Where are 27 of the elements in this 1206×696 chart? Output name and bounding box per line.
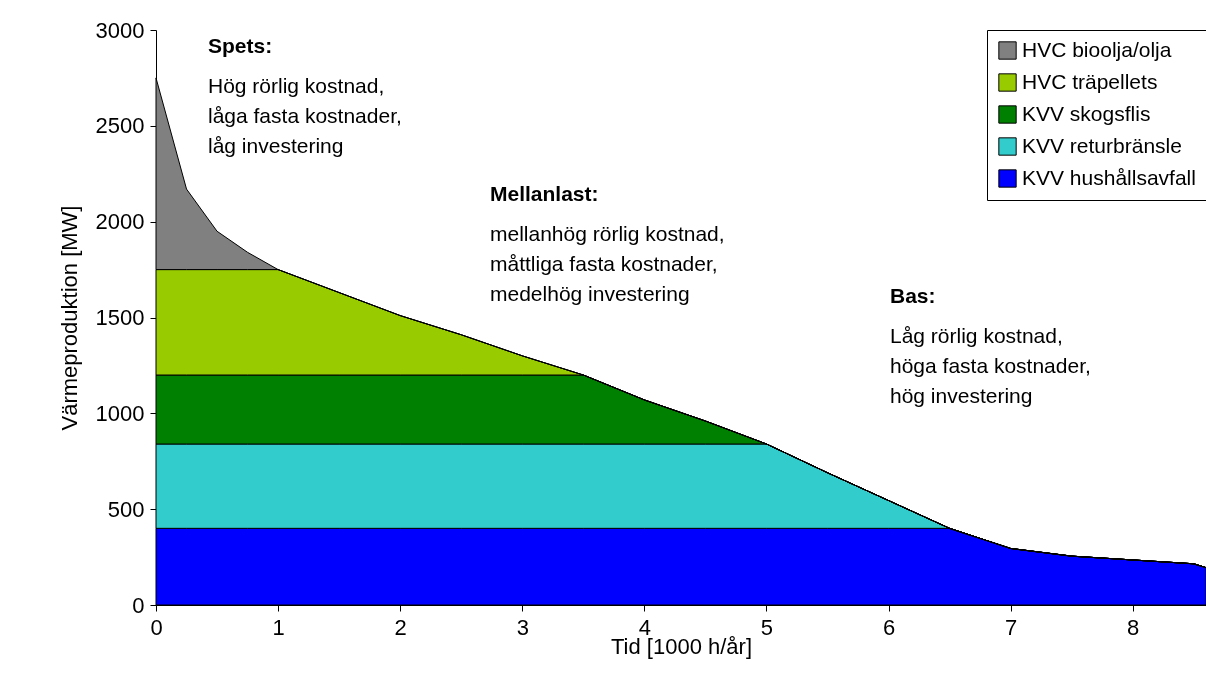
x-tick-label: 1: [272, 614, 285, 640]
y-axis-title: Värmeproduktion [MW]: [56, 205, 82, 431]
y-tick-label: 2000: [95, 209, 145, 235]
legend-label: HVC bioolja/olja: [1022, 37, 1172, 61]
annotation: Bas:: [890, 284, 936, 307]
y-tick-label: 0: [132, 592, 145, 618]
annotation: Mellanlast:: [490, 182, 599, 205]
legend-label: KVV skogsflis: [1022, 101, 1151, 125]
x-tick-label: 3: [516, 614, 529, 640]
legend-label: KVV returbränsle: [1022, 133, 1182, 157]
legend-label: HVC träpellets: [1022, 69, 1158, 93]
annotation: mellanhög rörlig kostnad, måttliga fasta kostnader, medelhög investering: [490, 222, 725, 305]
x-tick-label: 8: [1127, 614, 1140, 640]
legend-label: KVV hushållsavfall: [1022, 165, 1196, 189]
x-tick-label: 0: [150, 614, 163, 640]
y-tick-label: 1000: [95, 400, 145, 426]
annotation: Hög rörlig kostnad, låga fasta kostnader, låg investering: [208, 74, 402, 157]
annotation: Låg rörlig kostnad, höga fasta kostnader, hög investering: [890, 324, 1091, 407]
y-tick-label: 1500: [95, 305, 145, 330]
y-tick-label: 500: [107, 496, 145, 522]
y-tick-label: 2500: [95, 113, 145, 139]
x-tick-label: 5: [760, 614, 774, 640]
annotation: Spets:: [208, 34, 273, 57]
x-tick-label: 6: [882, 614, 896, 640]
x-tick-label: 7: [1005, 614, 1018, 640]
y-tick-label: 3000: [95, 17, 145, 43]
x-tick-label: 2: [394, 614, 407, 640]
